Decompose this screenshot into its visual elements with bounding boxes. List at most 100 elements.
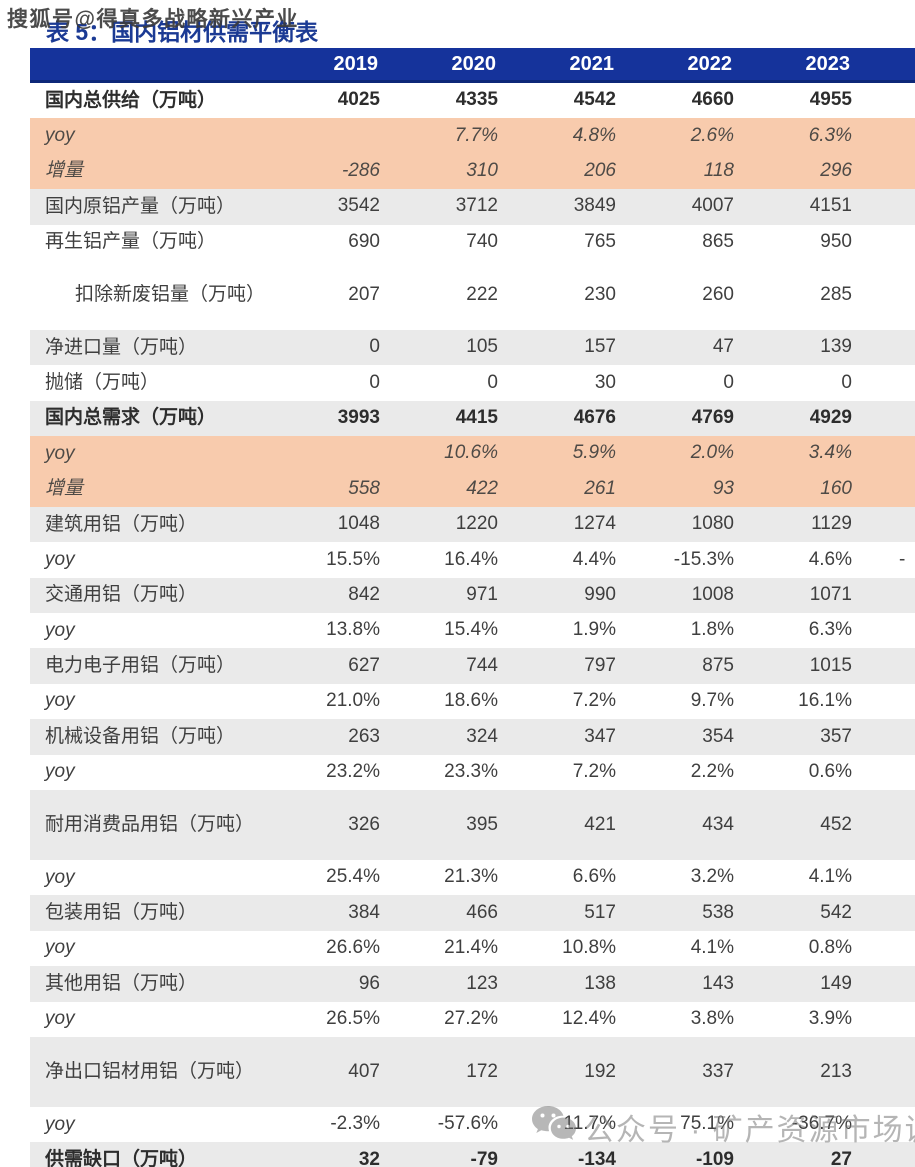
value-cell: 3.8% — [690, 1007, 734, 1029]
value-cell: 875 — [702, 654, 734, 676]
table-row: yoy -2.3% -57.6% 11.7% 75.1% -36.7% — [30, 1107, 915, 1142]
value-cell: -286 — [341, 160, 380, 182]
table-row: 供需缺口（万吨） 32 -79 -134 -109 27 — [30, 1142, 915, 1167]
value-cell: 25.4% — [326, 866, 380, 888]
supply-demand-table: 2019 2020 2021 2022 2023 国内总供给（万吨） 4025 4335 454… — [30, 48, 915, 1167]
value-cell: 422 — [466, 477, 498, 499]
value-cell: 143 — [702, 972, 734, 994]
table-row: 再生铝产量（万吨） 690 740 765 865 950 — [30, 225, 915, 260]
value-cell: 1008 — [691, 583, 734, 605]
value-cell: -36.7% — [791, 1113, 852, 1135]
value-cell: 950 — [820, 230, 852, 252]
value-cell: 4929 — [809, 407, 852, 429]
value-cell: 4542 — [573, 89, 616, 111]
value-cell: 2.6% — [690, 124, 734, 146]
value-cell: 3712 — [455, 195, 498, 217]
value-cell: 12.4% — [562, 1007, 616, 1029]
header-year-cell: 2019 — [333, 53, 379, 75]
value-cell: 466 — [466, 901, 498, 923]
table-row: yoy 15.5% 16.4% 4.4% -15.3% 4.6% - — [30, 542, 915, 577]
header-year-cell: 2023 — [805, 53, 851, 75]
table-row: 增量 -286 310 206 118 296 — [30, 153, 915, 190]
value-cell: 4769 — [691, 407, 734, 429]
value-cell: 797 — [584, 654, 616, 676]
value-cell: 740 — [466, 230, 498, 252]
value-cell: 26.6% — [326, 937, 380, 959]
value-cell: 310 — [466, 160, 498, 182]
value-cell: 3.2% — [690, 866, 734, 888]
value-cell: 2.0% — [690, 442, 734, 464]
value-cell: 18.6% — [444, 690, 498, 712]
clipped-value-cell: - — [899, 548, 906, 570]
value-cell: 865 — [702, 230, 734, 252]
value-cell: 207 — [348, 283, 380, 305]
row-label: yoy — [45, 1113, 75, 1135]
table-row: yoy 10.6% 5.9% 2.0% 3.4% — [30, 436, 915, 472]
value-cell: 105 — [466, 336, 498, 358]
row-label: 其他用铝（万吨） — [45, 972, 198, 994]
value-cell: 3.4% — [808, 442, 852, 464]
value-cell: 4.8% — [572, 124, 616, 146]
value-cell: 4.1% — [690, 937, 734, 959]
value-cell: 16.1% — [798, 690, 852, 712]
value-cell: 1220 — [455, 513, 498, 535]
value-cell: 538 — [702, 901, 734, 923]
row-label: 电力电子用铝（万吨） — [45, 655, 236, 677]
table-row: yoy 26.6% 21.4% 10.8% 4.1% 0.8% — [30, 931, 915, 966]
table-row: 其他用铝（万吨） 96 123 138 143 149 — [30, 966, 915, 1002]
value-cell: 206 — [584, 160, 616, 182]
value-cell: 139 — [820, 336, 852, 358]
value-cell: 0 — [487, 371, 498, 393]
row-label: yoy — [45, 442, 75, 464]
table-row: 国内总需求（万吨） 3993 4415 4676 4769 4929 — [30, 400, 915, 437]
value-cell: 354 — [702, 725, 734, 747]
value-cell: 296 — [820, 160, 852, 182]
table-row: yoy 21.0% 18.6% 7.2% 9.7% 16.1% — [30, 684, 915, 719]
value-cell: 4415 — [455, 407, 498, 429]
table-row: 增量 558 422 261 93 160 — [30, 471, 915, 507]
row-label: 建筑用铝（万吨） — [45, 513, 198, 535]
value-cell: 542 — [820, 901, 852, 923]
row-label: 国内总供给（万吨） — [45, 89, 217, 111]
value-cell: 357 — [820, 725, 852, 747]
row-label: 抛储（万吨） — [45, 371, 160, 393]
value-cell: 1071 — [809, 583, 852, 605]
table-row: yoy 13.8% 15.4% 1.9% 1.8% 6.3% — [30, 613, 915, 648]
row-label: 供需缺口（万吨） — [45, 1148, 198, 1167]
value-cell: 4955 — [809, 89, 852, 111]
value-cell: 337 — [702, 1060, 734, 1082]
value-cell: 285 — [820, 283, 852, 305]
value-cell: 0.8% — [808, 937, 852, 959]
row-label: 增量 — [45, 478, 84, 500]
row-label: yoy — [45, 124, 75, 146]
row-label: yoy — [45, 937, 75, 959]
value-cell: 4.1% — [808, 866, 852, 888]
table-row: 机械设备用铝（万吨） 263 324 347 354 357 — [30, 719, 915, 755]
value-cell: 6.3% — [808, 124, 852, 146]
table-row: yoy 23.2% 23.3% 7.2% 2.2% 0.6% — [30, 755, 915, 790]
row-label: yoy — [45, 866, 75, 888]
value-cell: 4.6% — [808, 548, 852, 570]
value-cell: 96 — [358, 972, 380, 994]
row-label: 耐用消费品用铝（万吨） — [45, 813, 255, 835]
value-cell: 0 — [841, 371, 852, 393]
value-cell: 123 — [466, 972, 498, 994]
table-title: 表 5：国内铝材供需平衡表 — [46, 19, 319, 45]
value-cell: 3542 — [337, 195, 380, 217]
value-cell: 4025 — [337, 89, 380, 111]
value-cell: 27 — [830, 1148, 852, 1167]
value-cell: 4007 — [691, 195, 734, 217]
value-cell: 21.0% — [326, 690, 380, 712]
row-label: 机械设备用铝（万吨） — [45, 725, 236, 747]
value-cell: 160 — [820, 477, 852, 499]
value-cell: 157 — [584, 336, 616, 358]
value-cell: 0 — [369, 336, 380, 358]
table-row: 电力电子用铝（万吨） 627 744 797 875 1015 — [30, 648, 915, 684]
value-cell: -2.3% — [330, 1113, 380, 1135]
value-cell: 21.3% — [444, 866, 498, 888]
row-label: 扣除新废铝量（万吨） — [75, 283, 266, 305]
value-cell: 627 — [348, 654, 380, 676]
value-cell: -109 — [695, 1148, 734, 1167]
value-cell: 434 — [702, 813, 734, 835]
value-cell: 27.2% — [444, 1007, 498, 1029]
